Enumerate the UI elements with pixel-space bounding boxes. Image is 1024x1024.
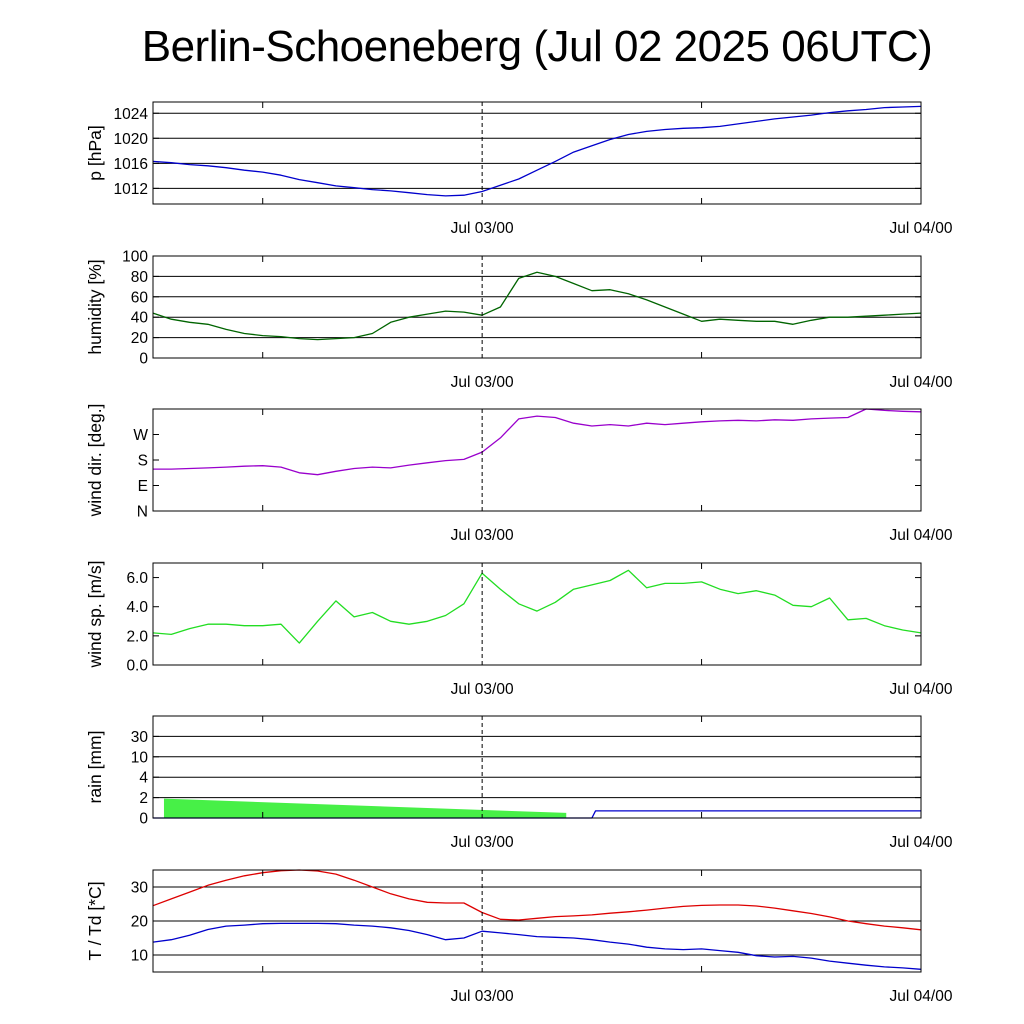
- panel-4: 0.0 2.0 4.0 6.0 Jul 03/00 Jul 04/00 wind sp. […: [85, 561, 953, 698]
- y-tick-label: 60: [131, 289, 149, 306]
- y-axis-title: wind dir. [deg.]: [85, 404, 105, 518]
- y-tick-label: 100: [122, 249, 148, 266]
- x-tick-label: Jul 03/00: [451, 220, 514, 237]
- y-tick-label: 80: [131, 269, 149, 286]
- y-tick-label: 1016: [114, 156, 148, 173]
- y-axis-title: wind sp. [m/s]: [85, 561, 105, 669]
- x-tick-label: Jul 04/00: [890, 681, 953, 698]
- x-tick-label: Jul 03/00: [451, 988, 514, 1005]
- series-line-1: [153, 408, 922, 476]
- series-line-2: [152, 922, 922, 970]
- y-tick-label: 1024: [114, 106, 149, 123]
- y-tick-label: 0: [139, 811, 148, 828]
- x-tick-label: Jul 04/00: [890, 834, 953, 851]
- panel-frame: [152, 255, 922, 359]
- y-tick-label: 1020: [114, 131, 149, 148]
- y-tick-label: E: [138, 478, 148, 495]
- y-tick-label: 0.0: [126, 658, 148, 675]
- y-tick-label: 30: [131, 729, 149, 746]
- series-line-1: [152, 105, 922, 197]
- panel-frame: [152, 562, 922, 666]
- rain-band: [163, 798, 567, 818]
- chart-title: Berlin-Schoeneberg (Jul 02 2025 06UTC): [141, 22, 933, 71]
- y-tick-label: 1012: [114, 181, 148, 198]
- y-axis-title: humidity [%]: [85, 259, 105, 354]
- panel-frame: [152, 101, 922, 205]
- y-tick-label: 4: [139, 770, 148, 787]
- y-tick-label: 20: [131, 330, 149, 347]
- y-tick-label: 10: [131, 948, 149, 965]
- panel-6: 10 20 30 Jul 03/00 Jul 04/00 T / Td [*C]: [85, 869, 953, 1005]
- x-tick-label: Jul 04/00: [890, 220, 953, 237]
- y-tick-label: 40: [131, 310, 149, 327]
- y-axis-title: rain [mm]: [85, 731, 105, 804]
- y-tick-label: 30: [131, 880, 149, 897]
- y-tick-label: W: [133, 427, 148, 444]
- x-tick-label: Jul 04/00: [890, 374, 953, 391]
- panel-frame: [152, 408, 922, 512]
- y-tick-label: 2.0: [126, 628, 148, 645]
- y-tick-label: 0: [139, 351, 148, 368]
- y-tick-label: 4.0: [126, 599, 148, 616]
- y-tick-label: 10: [131, 749, 149, 766]
- panel-1: 1012 1016 1020 1024 Jul 03/00 Jul 04/00 p [hPa…: [85, 101, 953, 237]
- y-axis-title: p [hPa]: [85, 125, 105, 180]
- series-line-1: [152, 869, 922, 931]
- y-tick-label: 2: [139, 790, 148, 807]
- x-tick-label: Jul 03/00: [451, 681, 514, 698]
- x-tick-label: Jul 03/00: [451, 527, 514, 544]
- series-line-1: [152, 569, 922, 644]
- x-tick-label: Jul 03/00: [451, 834, 514, 851]
- x-tick-label: Jul 04/00: [890, 527, 953, 544]
- x-tick-label: Jul 03/00: [451, 374, 514, 391]
- y-tick-label: 6.0: [126, 570, 148, 587]
- y-axis-title: T / Td [*C]: [85, 881, 105, 960]
- series-line-1: [152, 271, 922, 341]
- y-tick-label: 20: [131, 914, 149, 931]
- panel-frame: [152, 715, 922, 819]
- x-tick-label: Jul 04/00: [890, 988, 953, 1005]
- panel-5: 0 2 4 10 30 Jul 03/00 Jul 04/00 rain [mm]: [85, 715, 953, 851]
- y-tick-label: N: [137, 504, 148, 521]
- panel-2: 0 20 40 60 80 100 Jul 03/00 Jul 04/00 humidity […: [85, 249, 953, 392]
- y-tick-label: S: [138, 453, 148, 470]
